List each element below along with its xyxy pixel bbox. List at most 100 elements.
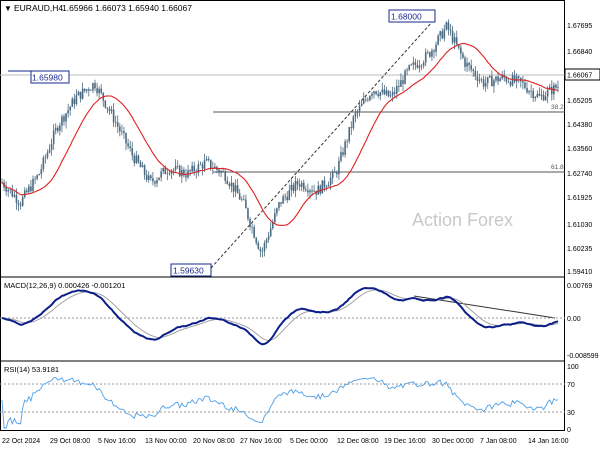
candle-body xyxy=(110,109,113,112)
candle-body xyxy=(276,208,278,214)
macd-trend-line[interactable] xyxy=(413,295,556,319)
candle-body xyxy=(449,29,452,31)
candle-body xyxy=(292,184,295,191)
candle-body xyxy=(445,22,448,30)
candle-body xyxy=(451,30,454,43)
candle-body xyxy=(381,89,384,93)
candle-body xyxy=(34,178,36,180)
price-axis[interactable]: 1.67695 1.66840 1.65205 1.64380 1.63560 … xyxy=(567,23,592,276)
candle-body xyxy=(342,152,344,155)
price-tick: 1.62740 xyxy=(567,171,592,178)
candle-body xyxy=(170,170,173,174)
candle-body xyxy=(532,90,534,99)
price-tick: 1.66840 xyxy=(567,49,592,56)
fib-618-label: 61.8 xyxy=(551,164,564,171)
candle-body xyxy=(114,122,117,123)
candle-body xyxy=(486,77,489,83)
time-tick: 12 Dec 08:00 xyxy=(337,438,379,445)
current-price-tag: 1.66067 xyxy=(564,68,600,81)
candle-body xyxy=(517,76,520,78)
candle-body xyxy=(484,82,487,87)
candle-body xyxy=(325,186,328,188)
candle-body xyxy=(166,173,169,175)
candle-body xyxy=(393,91,396,94)
swing-label-box[interactable]: 1.65980 xyxy=(30,70,70,84)
candle-body xyxy=(61,116,63,126)
fib-trend-line[interactable] xyxy=(210,21,433,269)
candle-body xyxy=(346,141,348,142)
candle-body xyxy=(524,82,526,88)
candle-body xyxy=(288,190,291,200)
candle-body xyxy=(98,88,100,94)
candle-body xyxy=(131,148,134,156)
candle-body xyxy=(536,93,539,97)
candle-body xyxy=(546,89,549,97)
candle-body xyxy=(495,76,497,81)
candle-body xyxy=(28,186,30,193)
candle-body xyxy=(65,113,67,122)
candle-body xyxy=(294,181,297,191)
candle-body xyxy=(509,82,512,86)
candle-body xyxy=(400,80,402,87)
candle-body xyxy=(26,190,28,193)
rsi-line xyxy=(1,376,559,429)
candle-body xyxy=(181,169,183,177)
candle-body xyxy=(352,116,355,128)
candle-body xyxy=(555,84,557,88)
candle-body xyxy=(437,35,439,45)
candle-body xyxy=(176,165,179,167)
candle-body xyxy=(139,162,142,168)
candle-body xyxy=(439,31,441,36)
symbol-dropdown-icon[interactable]: ▼ xyxy=(4,4,12,13)
candle-body xyxy=(222,171,224,172)
candle-body xyxy=(96,88,98,94)
candle-body xyxy=(263,242,266,252)
macd-label: MACD(12,26,9) 0.000426 -0.001201 xyxy=(4,281,125,290)
candle-body xyxy=(240,198,243,200)
candle-body xyxy=(420,65,423,67)
time-tick: 19 Dec 16:00 xyxy=(384,438,426,445)
candle-body xyxy=(550,86,553,95)
candle-body xyxy=(81,88,84,99)
price-tick: 1.61030 xyxy=(567,222,592,229)
candle-body xyxy=(387,90,390,97)
candle-body xyxy=(168,173,171,175)
candle-body xyxy=(106,107,109,109)
candle-body xyxy=(538,93,541,96)
time-axis[interactable]: 22 Oct 2024 29 Oct 08:00 5 Nov 16:00 13 … xyxy=(2,438,569,445)
candle-body xyxy=(468,62,470,66)
high-label: 1.68000 xyxy=(391,12,422,22)
candle-body xyxy=(247,208,249,219)
low-label-box[interactable]: 1.59630 xyxy=(170,263,212,277)
candle-body xyxy=(83,88,86,91)
candle-body xyxy=(333,171,336,173)
candle-body xyxy=(189,170,191,172)
candle-body xyxy=(422,62,425,66)
candle-body xyxy=(362,99,365,104)
candle-body xyxy=(234,185,237,192)
swing-label: 1.65980 xyxy=(32,73,63,83)
candle-body xyxy=(203,160,206,169)
candle-body xyxy=(373,91,375,94)
candle-body xyxy=(48,149,51,153)
candle-body xyxy=(280,202,282,204)
time-tick: 22 Oct 2024 xyxy=(2,438,40,445)
candle-body xyxy=(232,182,235,192)
candle-body xyxy=(354,112,357,117)
candle-body xyxy=(255,237,258,243)
candle-body xyxy=(290,184,293,191)
candle-body xyxy=(42,157,45,170)
candle-body xyxy=(319,185,322,194)
candle-body xyxy=(540,94,543,96)
high-label-box[interactable]: 1.68000 xyxy=(388,9,436,23)
candle-body xyxy=(218,169,220,173)
candle-body xyxy=(476,76,479,81)
candle-body xyxy=(364,99,367,100)
macd-axis-zero: 0.00 xyxy=(567,316,581,323)
candle-body xyxy=(75,95,78,105)
candle-body xyxy=(406,69,408,71)
candle-body xyxy=(197,164,200,173)
price-tick: 1.64380 xyxy=(567,122,592,129)
